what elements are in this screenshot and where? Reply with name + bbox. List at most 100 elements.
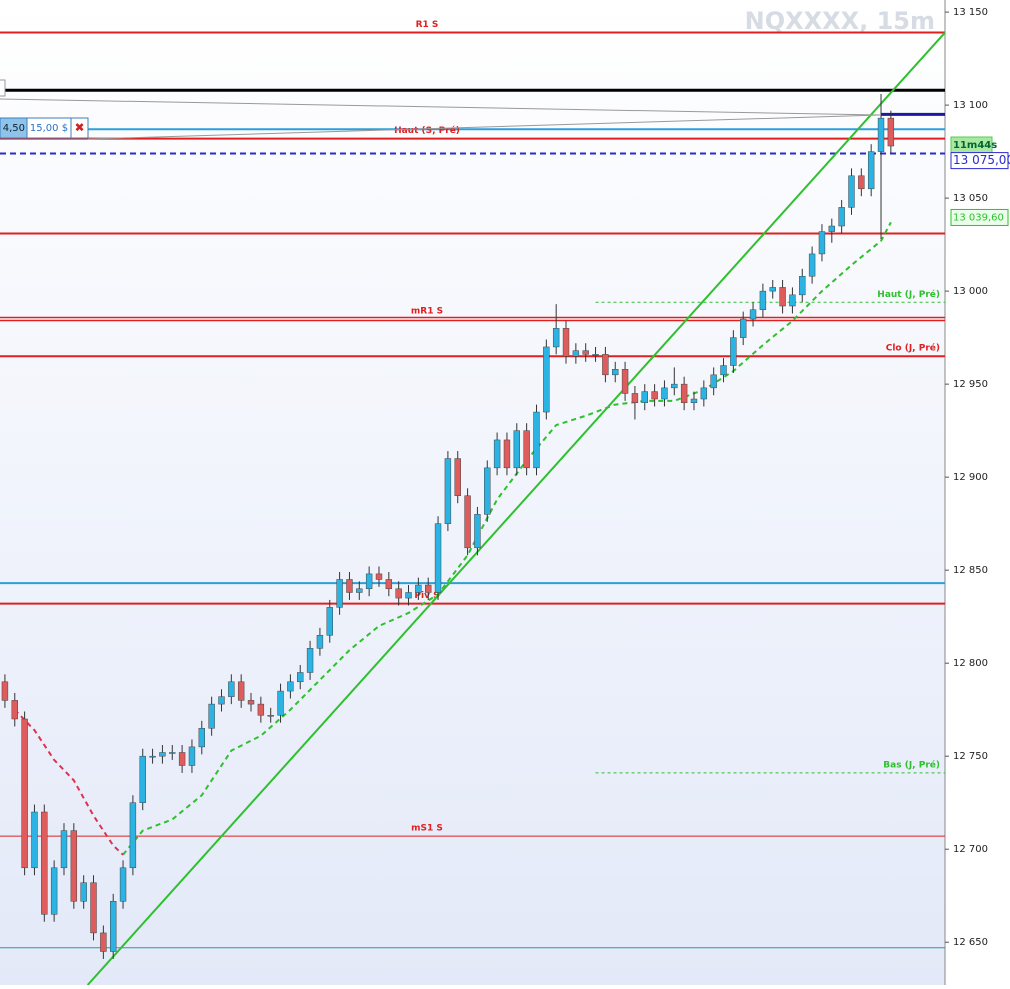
candle-body	[799, 275, 806, 296]
order-cancel[interactable]	[70, 117, 89, 139]
candle-body	[228, 681, 235, 697]
candle-body	[316, 635, 324, 649]
candle-body	[523, 430, 530, 469]
candle-body	[415, 584, 422, 593]
candle-body	[277, 690, 284, 716]
candle-body	[671, 383, 678, 389]
order-amount: 15,00 $	[30, 123, 68, 134]
level-label: Piv S	[414, 591, 439, 601]
price-label: 13 039,60	[953, 212, 1004, 223]
candle-body	[789, 294, 796, 307]
candle-body	[365, 573, 373, 590]
candle-body	[720, 365, 727, 376]
candle-body	[169, 752, 176, 754]
candle-body	[749, 309, 757, 320]
candle-body	[385, 579, 393, 590]
candle-body	[70, 830, 78, 902]
candle-body	[690, 398, 698, 403]
candle-body	[11, 700, 18, 720]
candle-body	[858, 175, 865, 190]
candle-body	[110, 901, 117, 952]
y-tick-label: 13 100	[953, 100, 988, 111]
candle-body	[710, 374, 717, 389]
candle-body	[297, 672, 304, 683]
level-label: Haut (S, Pré)	[394, 125, 460, 136]
candle-body	[533, 411, 540, 469]
moving-average	[122, 221, 892, 856]
candle-body	[602, 354, 609, 376]
level-label: mS1 S	[411, 824, 443, 834]
candle-body	[257, 703, 265, 716]
candle-body	[661, 387, 668, 400]
candle-body	[808, 253, 816, 277]
candle-body	[730, 337, 737, 366]
candle-body	[503, 439, 511, 469]
y-tick-label: 13 050	[953, 193, 988, 204]
y-tick-label: 12 650	[953, 937, 988, 948]
level-label: R1 S	[416, 20, 439, 30]
y-tick-label: 12 700	[953, 844, 988, 855]
candle-body	[651, 391, 658, 400]
candle-body	[621, 369, 629, 394]
y-tick-label: 12 900	[953, 472, 988, 483]
candle-body	[60, 830, 68, 869]
candle-body	[247, 700, 255, 705]
candle-body	[1, 681, 9, 701]
order-tab[interactable]	[0, 79, 6, 97]
candle-body	[21, 718, 28, 869]
trend-line	[86, 31, 946, 986]
level-label: Haut (J, Pré)	[877, 289, 940, 300]
candle-body	[208, 703, 215, 729]
level-label: Bas (J, Pré)	[883, 759, 940, 770]
candle-body	[218, 696, 225, 705]
candle-body	[769, 287, 776, 292]
candle-body	[306, 648, 314, 673]
candle-body	[454, 458, 461, 497]
candle-body	[346, 579, 353, 593]
candle-body	[887, 117, 895, 147]
candle-body	[198, 728, 205, 748]
candle-body	[444, 458, 452, 524]
candle-body	[395, 588, 402, 599]
price-label-box	[950, 152, 1009, 170]
candle-body	[779, 287, 786, 307]
candle-body	[474, 514, 481, 549]
candle-body	[90, 882, 97, 934]
candle-body	[159, 752, 166, 757]
candle-body	[680, 383, 688, 403]
candle-body	[434, 523, 442, 593]
timer: 11m44s	[953, 140, 997, 151]
candle-body	[612, 369, 619, 376]
candle-body	[149, 755, 156, 758]
y-tick-label: 13 150	[953, 7, 988, 18]
y-tick-label: 12 750	[953, 751, 988, 762]
y-tick-label: 12 800	[953, 658, 988, 669]
candle-body	[41, 811, 48, 915]
candle-body	[562, 328, 570, 357]
candle-body	[631, 393, 639, 403]
candle-body	[484, 467, 491, 515]
candle-body	[50, 867, 58, 915]
candle-body	[838, 207, 845, 227]
candle-body	[287, 681, 294, 692]
candle-body	[267, 715, 274, 717]
order-link	[0, 98, 881, 116]
candle-body	[80, 882, 87, 902]
candle-body	[119, 867, 127, 902]
plot-background	[0, 0, 945, 985]
candle-body	[700, 387, 708, 400]
candle-body	[375, 573, 383, 580]
candle-body	[877, 117, 885, 152]
candle-body	[818, 231, 826, 255]
candle-body	[848, 175, 855, 208]
candle-body	[326, 607, 333, 636]
candle-body	[336, 579, 343, 608]
candle-body	[759, 290, 767, 310]
y-tick-label: 12 950	[953, 379, 988, 390]
candle-body	[740, 318, 747, 338]
candle-body	[139, 755, 146, 803]
candle-body	[188, 746, 196, 766]
candle-body	[828, 225, 835, 232]
candle-body	[582, 350, 589, 355]
